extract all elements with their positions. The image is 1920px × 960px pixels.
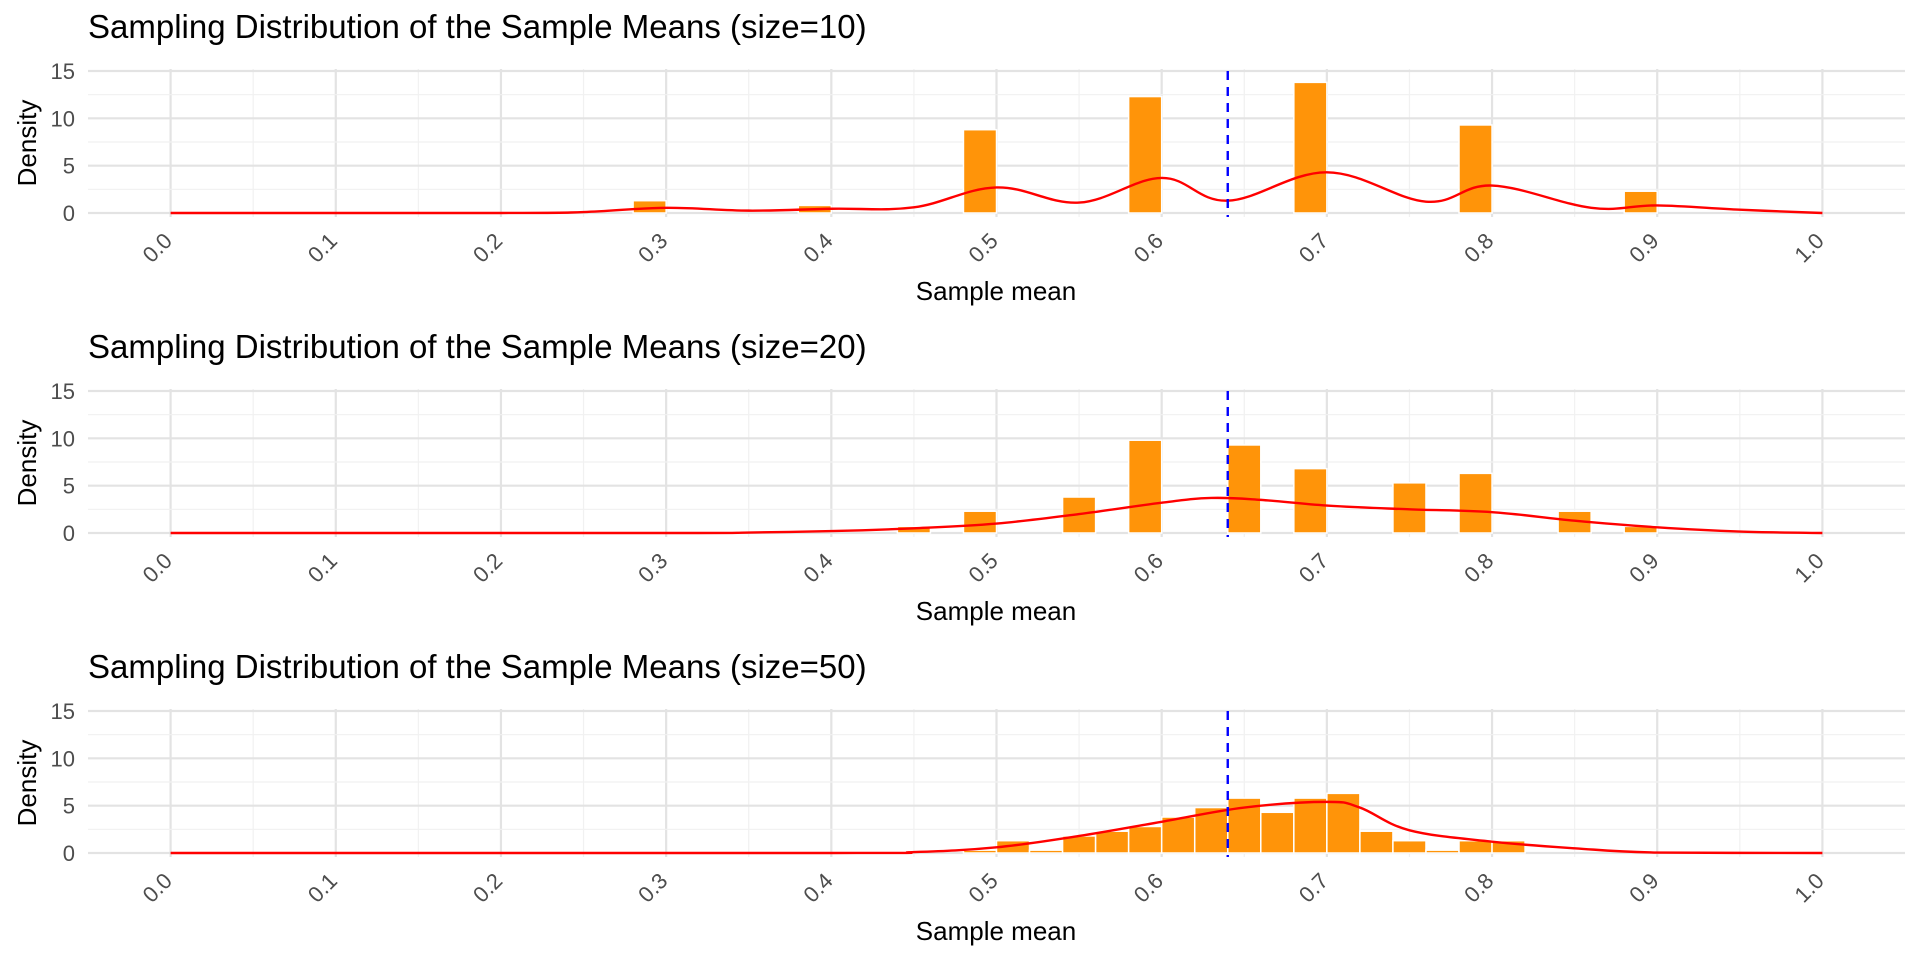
x-tick-label: 0.6 xyxy=(1129,228,1168,267)
density-curve xyxy=(170,496,1823,535)
x-tick-label: 0.7 xyxy=(1294,228,1333,267)
x-tick-label: 0.4 xyxy=(798,228,837,267)
x-tick-label: 0.7 xyxy=(1294,548,1333,587)
x-tick-label: 0.0 xyxy=(138,868,177,907)
x-tick-label: 0.3 xyxy=(633,548,672,587)
histogram-bar xyxy=(962,128,998,214)
x-axis-ticks: 0.0 0.1 0.2 0.3 0.4 0.5 0.6 0.7 0.8 0.9 … xyxy=(138,228,1829,267)
y-axis-ticks: 0 5 10 15 xyxy=(51,379,75,546)
x-tick-label: 0.0 xyxy=(138,228,177,267)
y-axis-label: Density xyxy=(12,740,42,827)
x-tick-label: 0.4 xyxy=(798,548,837,587)
histogram-bar xyxy=(1458,472,1493,534)
panel-size-50: Sampling Distribution of the Sample Mean… xyxy=(12,648,1905,946)
x-tick-label: 0.5 xyxy=(964,228,1003,267)
x-tick-label: 0.1 xyxy=(303,228,342,267)
x-tick-label: 0.3 xyxy=(633,228,672,267)
histogram-bar xyxy=(1425,849,1460,854)
x-tick-label: 0.3 xyxy=(633,868,672,907)
x-tick-label: 1.0 xyxy=(1789,868,1828,907)
x-tick-label: 0.6 xyxy=(1129,548,1168,587)
histogram-bar xyxy=(1458,839,1493,854)
histogram-bars xyxy=(962,792,1526,854)
panel-title: Sampling Distribution of the Sample Mean… xyxy=(88,648,867,685)
y-tick-label: 0 xyxy=(63,201,75,226)
x-axis-label: Sample mean xyxy=(916,276,1076,306)
histogram-bar xyxy=(1094,830,1130,854)
histogram-bar xyxy=(1293,797,1328,854)
panel-title: Sampling Distribution of the Sample Mean… xyxy=(88,328,867,365)
x-tick-label: 0.2 xyxy=(468,868,507,907)
histogram-bar xyxy=(1127,825,1163,854)
y-tick-label: 10 xyxy=(51,426,75,451)
y-axis-ticks: 0 5 10 15 xyxy=(51,699,75,866)
histogram-bar xyxy=(1260,811,1295,854)
x-tick-label: 1.0 xyxy=(1789,228,1828,267)
y-tick-label: 0 xyxy=(63,841,75,866)
x-tick-label: 0.9 xyxy=(1624,548,1663,587)
histogram-bar xyxy=(1160,816,1196,854)
x-tick-label: 0.1 xyxy=(303,868,342,907)
y-tick-label: 15 xyxy=(51,699,75,724)
histogram-bar xyxy=(1623,190,1658,214)
y-tick-label: 10 xyxy=(51,106,75,131)
histogram-bars xyxy=(896,439,1658,534)
histogram-bar xyxy=(1127,95,1163,214)
histogram-bar xyxy=(1359,830,1394,854)
panel-size-20: Sampling Distribution of the Sample Mean… xyxy=(12,328,1905,626)
x-tick-label: 0.5 xyxy=(964,548,1003,587)
y-tick-label: 0 xyxy=(63,521,75,546)
x-tick-label: 0.9 xyxy=(1624,868,1663,907)
x-tick-label: 0.7 xyxy=(1294,868,1333,907)
y-axis-label: Density xyxy=(12,100,42,187)
x-tick-label: 0.6 xyxy=(1129,868,1168,907)
x-tick-label: 0.5 xyxy=(964,868,1003,907)
x-tick-label: 0.1 xyxy=(303,548,342,587)
density-curve xyxy=(170,171,1823,215)
histogram-bar xyxy=(1392,839,1427,854)
x-tick-label: 0.2 xyxy=(468,228,507,267)
histogram-bars xyxy=(632,81,1658,214)
panel-title: Sampling Distribution of the Sample Mean… xyxy=(88,8,867,45)
histogram-bar xyxy=(1293,81,1328,214)
x-tick-label: 1.0 xyxy=(1789,548,1828,587)
x-tick-label: 0.8 xyxy=(1459,868,1498,907)
grid-lines xyxy=(88,709,1905,857)
x-tick-label: 0.8 xyxy=(1459,228,1498,267)
x-tick-label: 0.0 xyxy=(138,548,177,587)
y-axis-label: Density xyxy=(12,420,42,507)
panel-size-10: Sampling Distribution of the Sample Mean… xyxy=(12,8,1905,306)
x-axis-ticks: 0.0 0.1 0.2 0.3 0.4 0.5 0.6 0.7 0.8 0.9 … xyxy=(138,868,1829,907)
histogram-bar xyxy=(1293,467,1328,534)
x-tick-label: 0.9 xyxy=(1624,228,1663,267)
x-tick-label: 0.2 xyxy=(468,548,507,587)
histogram-bar xyxy=(962,510,998,534)
y-tick-label: 5 xyxy=(63,154,75,179)
histogram-bar xyxy=(1227,444,1262,534)
histogram-bar xyxy=(1028,849,1064,854)
y-tick-label: 10 xyxy=(51,746,75,771)
y-tick-label: 5 xyxy=(63,474,75,499)
y-tick-label: 15 xyxy=(51,59,75,84)
x-axis-label: Sample mean xyxy=(916,916,1076,946)
density-curve xyxy=(170,800,1823,855)
x-tick-label: 0.8 xyxy=(1459,548,1498,587)
x-axis-label: Sample mean xyxy=(916,596,1076,626)
y-axis-ticks: 0 5 10 15 xyxy=(51,59,75,226)
histogram-bar xyxy=(1458,124,1493,214)
y-tick-label: 5 xyxy=(63,794,75,819)
x-tick-label: 0.4 xyxy=(798,868,837,907)
histogram-bar xyxy=(1127,439,1163,534)
y-tick-label: 15 xyxy=(51,379,75,404)
x-axis-ticks: 0.0 0.1 0.2 0.3 0.4 0.5 0.6 0.7 0.8 0.9 … xyxy=(138,548,1829,587)
